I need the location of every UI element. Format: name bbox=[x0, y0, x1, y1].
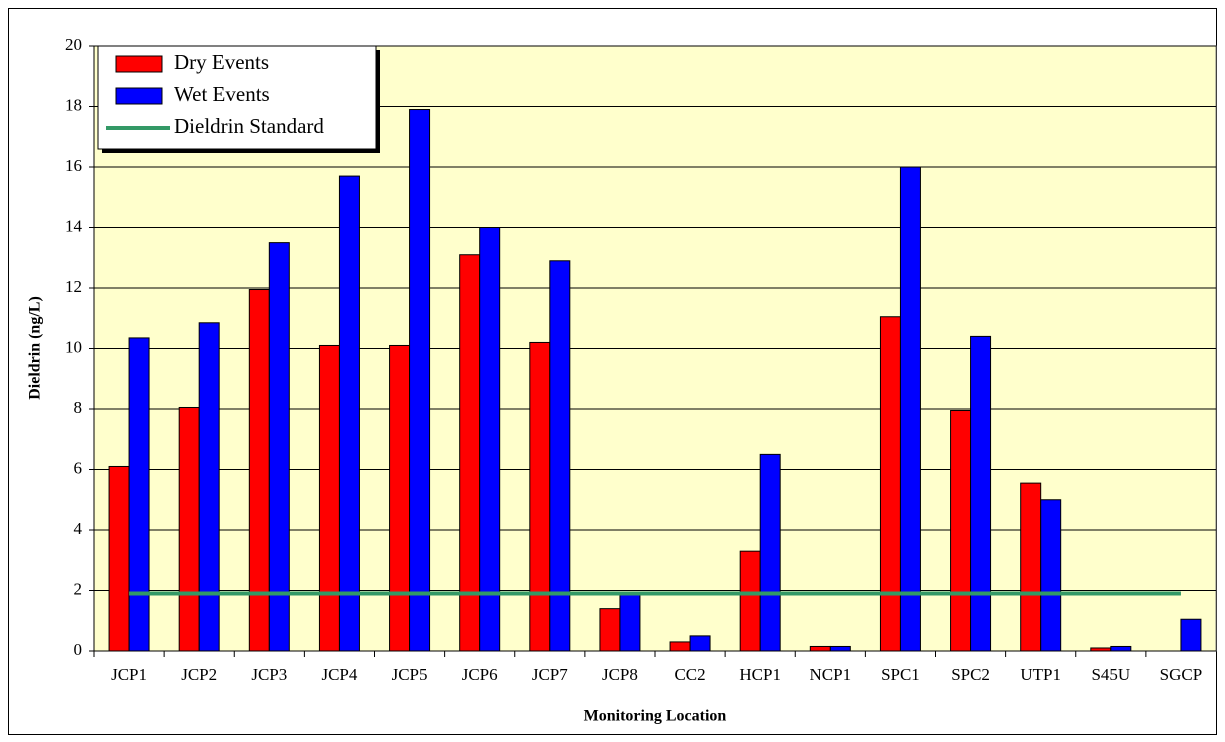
bar bbox=[829, 645, 851, 652]
bar bbox=[389, 344, 411, 652]
bar bbox=[1180, 618, 1202, 652]
x-tick-label: JCP6 bbox=[462, 665, 498, 684]
bar bbox=[549, 260, 571, 652]
y-tick-label: 10 bbox=[65, 337, 82, 356]
y-axis-title: Dieldrin (ng/L) bbox=[27, 296, 44, 400]
bar bbox=[178, 406, 200, 652]
legend-swatch bbox=[115, 55, 163, 73]
bar bbox=[318, 344, 340, 652]
legend-label: Dry Events bbox=[174, 50, 269, 74]
legend-label: Wet Events bbox=[174, 82, 270, 106]
legend-label: Dieldrin Standard bbox=[174, 114, 324, 138]
x-tick-label: SPC1 bbox=[881, 665, 920, 684]
bar bbox=[1090, 647, 1112, 652]
x-tick-label: S45U bbox=[1091, 665, 1130, 684]
bar bbox=[950, 410, 972, 652]
x-tick-label: JCP7 bbox=[532, 665, 568, 684]
bar bbox=[1110, 645, 1132, 652]
x-tick-label: JCP3 bbox=[251, 665, 287, 684]
y-tick-label: 12 bbox=[65, 277, 82, 296]
y-tick-label: 2 bbox=[74, 579, 83, 598]
bar bbox=[689, 635, 711, 652]
y-tick-label: 8 bbox=[74, 398, 83, 417]
bar bbox=[739, 550, 761, 652]
x-tick-label: NCP1 bbox=[810, 665, 852, 684]
x-tick-label: JCP2 bbox=[181, 665, 217, 684]
bar bbox=[248, 289, 270, 652]
x-axis-title: Monitoring Location bbox=[584, 708, 727, 725]
y-tick-label: 4 bbox=[74, 519, 83, 538]
bar bbox=[338, 175, 360, 652]
x-tick-label: CC2 bbox=[674, 665, 705, 684]
bar bbox=[970, 335, 992, 652]
x-tick-label: JCP4 bbox=[321, 665, 357, 684]
y-tick-label: 14 bbox=[65, 216, 83, 235]
bar bbox=[479, 227, 501, 652]
bar bbox=[529, 341, 551, 652]
y-tick-label: 0 bbox=[74, 640, 83, 659]
x-tick-label: JCP5 bbox=[392, 665, 428, 684]
bar bbox=[899, 166, 921, 652]
y-tick-label: 16 bbox=[65, 156, 82, 175]
y-tick-label: 18 bbox=[65, 95, 82, 114]
bar bbox=[759, 453, 781, 652]
bar bbox=[599, 608, 621, 652]
bar bbox=[198, 322, 220, 652]
y-tick-label: 6 bbox=[74, 458, 83, 477]
bar bbox=[108, 465, 130, 652]
bar bbox=[409, 109, 431, 652]
x-tick-label: JCP1 bbox=[111, 665, 147, 684]
bar bbox=[809, 645, 831, 652]
x-tick-label: SGCP bbox=[1160, 665, 1203, 684]
bar bbox=[268, 242, 290, 652]
bar bbox=[879, 316, 901, 652]
bar bbox=[128, 337, 150, 652]
x-tick-label: UTP1 bbox=[1020, 665, 1061, 684]
bar bbox=[619, 593, 641, 652]
bar bbox=[1020, 482, 1042, 652]
legend-swatch bbox=[115, 87, 163, 105]
x-tick-label: SPC2 bbox=[951, 665, 990, 684]
x-tick-label: HCP1 bbox=[739, 665, 781, 684]
bar bbox=[1040, 499, 1062, 652]
y-tick-label: 20 bbox=[65, 35, 82, 54]
x-tick-label: JCP8 bbox=[602, 665, 638, 684]
bar bbox=[669, 641, 691, 652]
